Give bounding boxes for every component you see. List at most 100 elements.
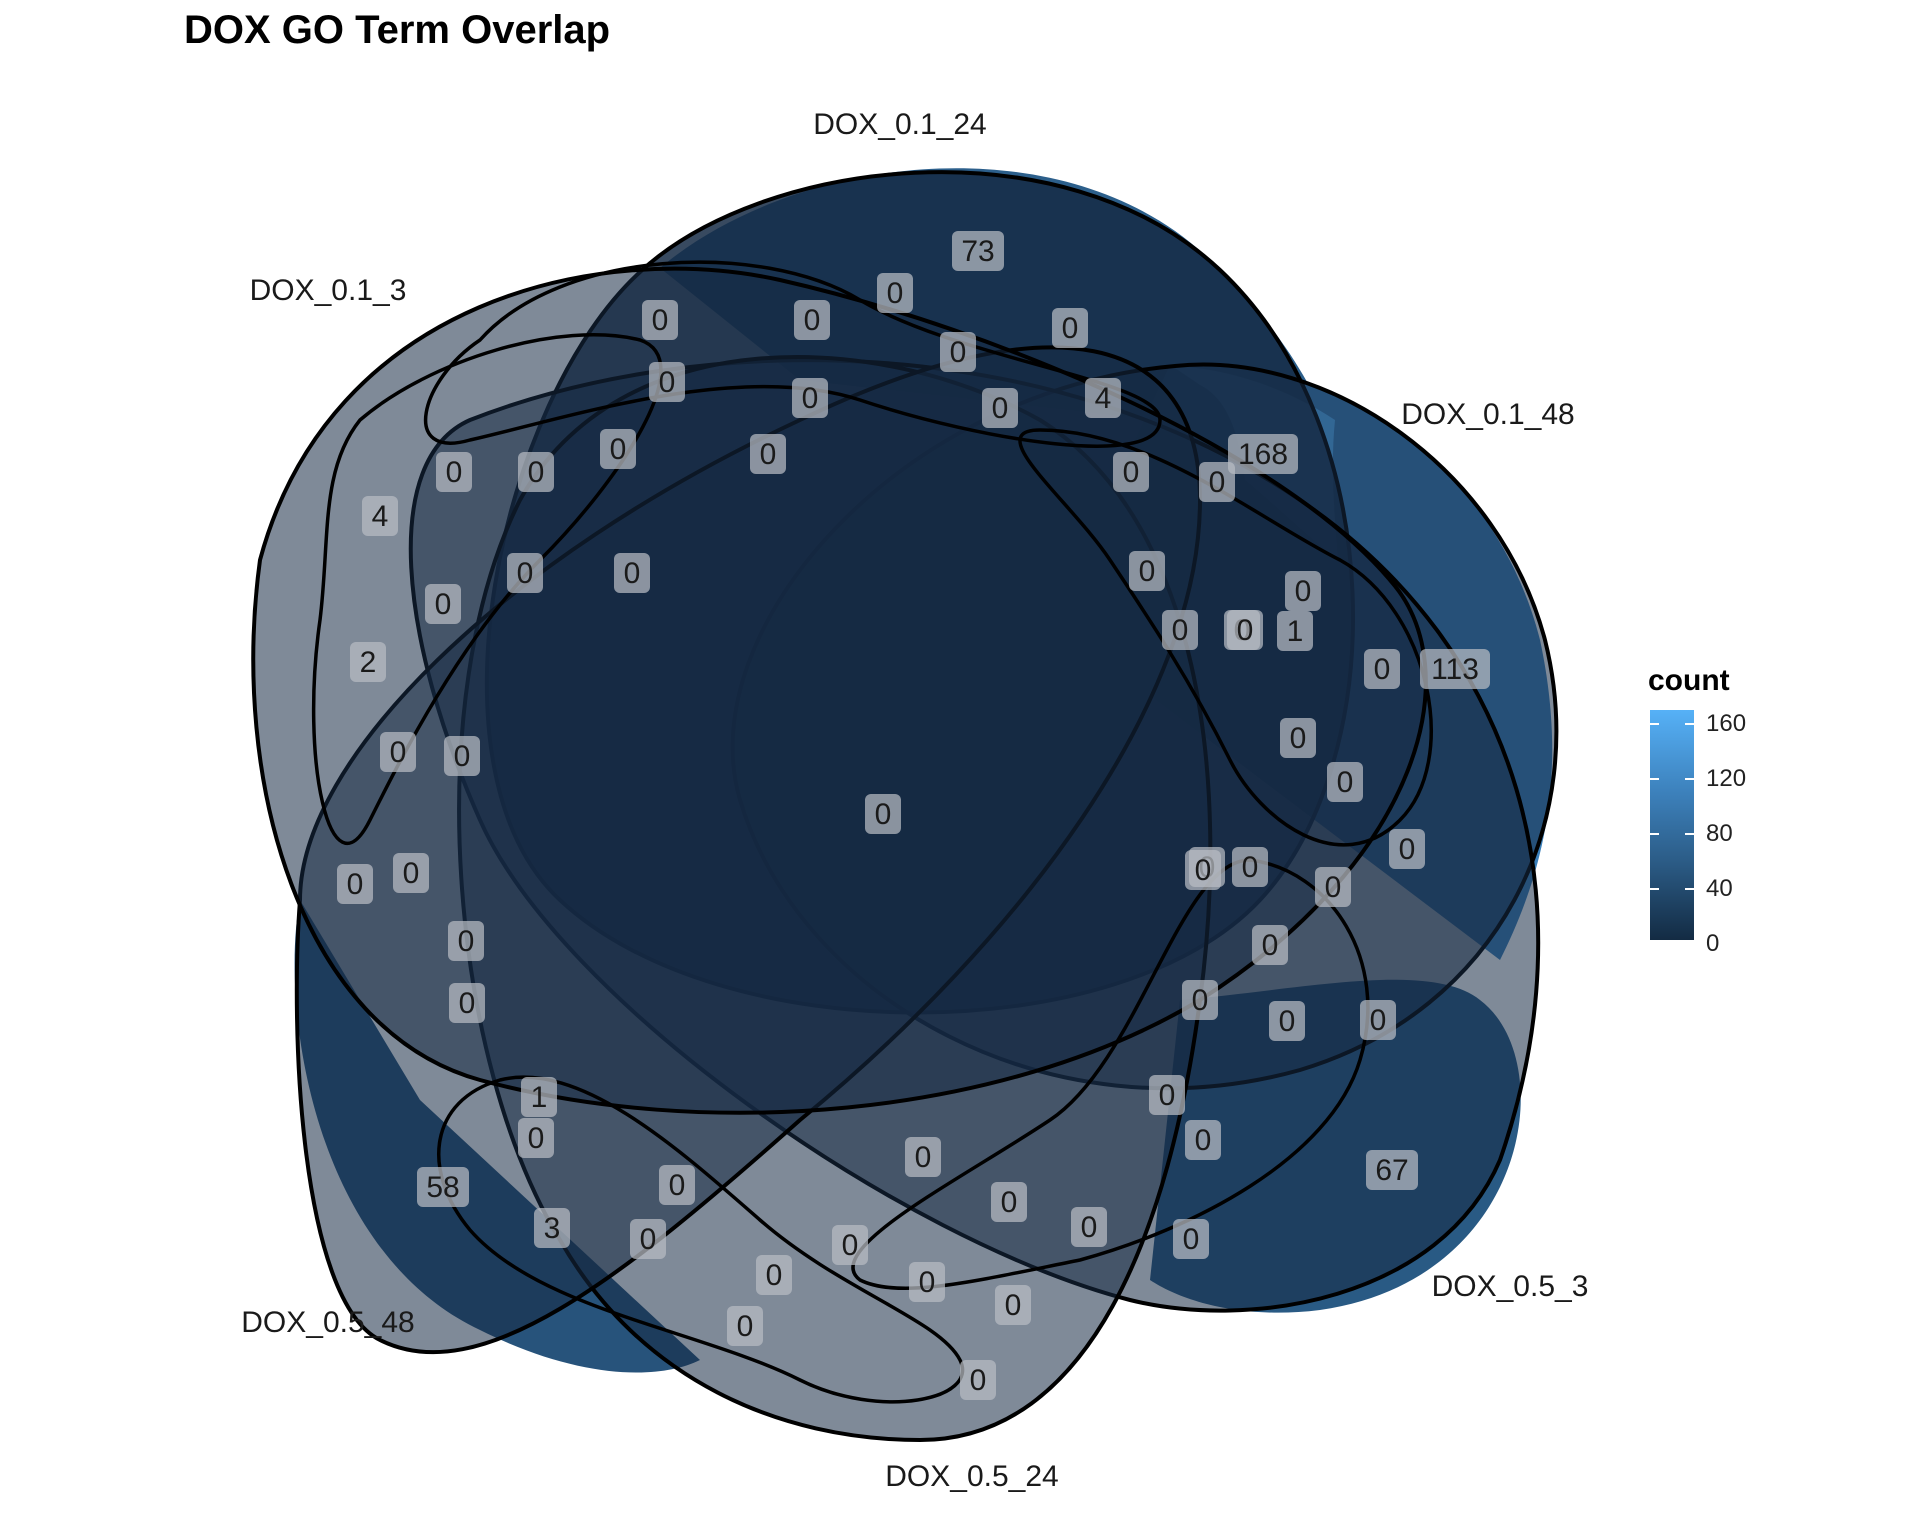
region-count-value: 0	[624, 557, 641, 590]
region-count-label: 0	[1185, 850, 1221, 890]
region-count-label: 0	[1227, 610, 1263, 650]
region-count-label: 113	[1420, 649, 1490, 689]
region-count-box	[600, 429, 636, 469]
region-count-value: 0	[1005, 1289, 1022, 1322]
legend-colorbar	[1650, 710, 1694, 940]
region-count-label: 0	[960, 1360, 996, 1400]
region-count-value: 0	[435, 588, 452, 621]
region-count-value: 0	[1123, 456, 1140, 489]
region-count-label: 0	[991, 1182, 1027, 1222]
region-count-label: 0	[1149, 1075, 1185, 1115]
region-count-box	[659, 1165, 695, 1205]
region-count-value: 0	[760, 438, 777, 471]
region-count-label: 0	[1364, 649, 1400, 689]
region-count-box	[982, 388, 1018, 428]
region-count-value: 0	[1139, 555, 1156, 588]
region-count-value: 0	[950, 336, 967, 369]
region-count-value: 58	[426, 1171, 459, 1204]
region-count-value: 0	[1337, 766, 1354, 799]
region-count-box	[1199, 462, 1235, 502]
region-count-box	[1364, 649, 1400, 689]
region-count-label: 3	[534, 1208, 570, 1248]
region-count-value: 0	[454, 740, 471, 773]
region-count-label: 0	[393, 853, 429, 893]
region-count-box	[380, 732, 416, 772]
region-count-box	[1420, 649, 1490, 689]
region-count-box	[1366, 1150, 1418, 1190]
region-count-value: 4	[372, 500, 389, 533]
region-count-box	[417, 1167, 469, 1207]
count-legend: count 160 120 80 40 0	[1648, 664, 1768, 964]
region-count-label: 0	[436, 452, 472, 492]
region-count-value: 0	[403, 857, 420, 890]
region-count-value: 0	[1183, 1223, 1200, 1256]
legend-title: count	[1648, 664, 1730, 697]
region-count-label: 0	[1185, 1120, 1221, 1160]
petal-outline	[311, 333, 663, 846]
region-count-value: 0	[915, 1141, 932, 1174]
region-count-box	[1052, 308, 1088, 348]
region-count-value: 0	[517, 557, 534, 590]
region-count-box	[362, 496, 398, 536]
region-count-value: 0	[887, 277, 904, 310]
region-count-value: 4	[1095, 382, 1112, 415]
petal-outline	[437, 1075, 965, 1404]
region-count-box	[1360, 1000, 1396, 1040]
region-count-value: 0	[802, 382, 819, 415]
region-count-value: 2	[360, 646, 377, 679]
region-count-box	[1185, 850, 1221, 890]
region-count-value: 0	[766, 1259, 783, 1292]
region-count-label: 0	[865, 794, 901, 834]
region-count-value: 0	[1399, 833, 1416, 866]
region-count-label: 2	[350, 642, 386, 682]
region-count-value: 0	[1370, 1004, 1387, 1037]
region-count-box	[1280, 718, 1316, 758]
region-count-value: 0	[1374, 653, 1391, 686]
region-count-label: 0	[995, 1285, 1031, 1325]
region-count-label: 0	[877, 273, 913, 313]
region-count-box	[952, 231, 1004, 271]
region-count-box	[1227, 610, 1263, 650]
set-label-dox-0.1-48: DOX_0.1_48	[1401, 398, 1574, 431]
set-label-dox-0.1-3: DOX_0.1_3	[250, 274, 407, 307]
region-count-label: 0	[792, 378, 828, 418]
region-count-box	[1113, 452, 1149, 492]
region-count-box	[1085, 378, 1121, 418]
region-count-box	[1285, 571, 1321, 611]
region-count-box	[521, 1077, 557, 1117]
region-count-value: 0	[347, 868, 364, 901]
region-count-box	[750, 434, 786, 474]
region-count-label: 0	[794, 300, 830, 340]
region-count-box	[1129, 551, 1165, 591]
region-count-label: 0	[1129, 551, 1165, 591]
region-count-label: 0	[1285, 571, 1321, 611]
region-count-box	[1269, 1001, 1305, 1041]
region-count-box	[1315, 867, 1351, 907]
region-count-label: 0	[909, 1262, 945, 1302]
region-count-value: 0	[1195, 1124, 1212, 1157]
petal-outline	[1018, 428, 1433, 847]
region-count-value: 0	[652, 304, 669, 337]
region-count-value: 0	[390, 736, 407, 769]
region-count-label: 0	[1315, 867, 1351, 907]
region-count-label: 0	[1182, 980, 1218, 1020]
region-count-label: 168	[1228, 434, 1298, 474]
region-count-value: 67	[1375, 1154, 1408, 1187]
region-count-value: 0	[1062, 312, 1079, 345]
set-label-dox-0.5-3: DOX_0.5_3	[1432, 1270, 1589, 1303]
region-count-box	[727, 1306, 763, 1346]
region-count-label: 0	[727, 1306, 763, 1346]
region-count-box	[1277, 611, 1313, 651]
region-count-box	[642, 300, 678, 340]
region-count-value: 0	[1159, 1079, 1176, 1112]
region-count-box	[649, 362, 685, 402]
set-label-dox-0.1-24: DOX_0.1_24	[813, 108, 986, 141]
region-count-label: 0	[1252, 925, 1288, 965]
region-count-label: 0	[518, 1118, 554, 1158]
region-count-value: 1	[1287, 615, 1304, 648]
region-count-box	[877, 273, 913, 313]
region-count-label: 0	[448, 921, 484, 961]
region-count-value: 0	[1081, 1211, 1098, 1244]
region-count-value: 0	[1001, 1186, 1018, 1219]
